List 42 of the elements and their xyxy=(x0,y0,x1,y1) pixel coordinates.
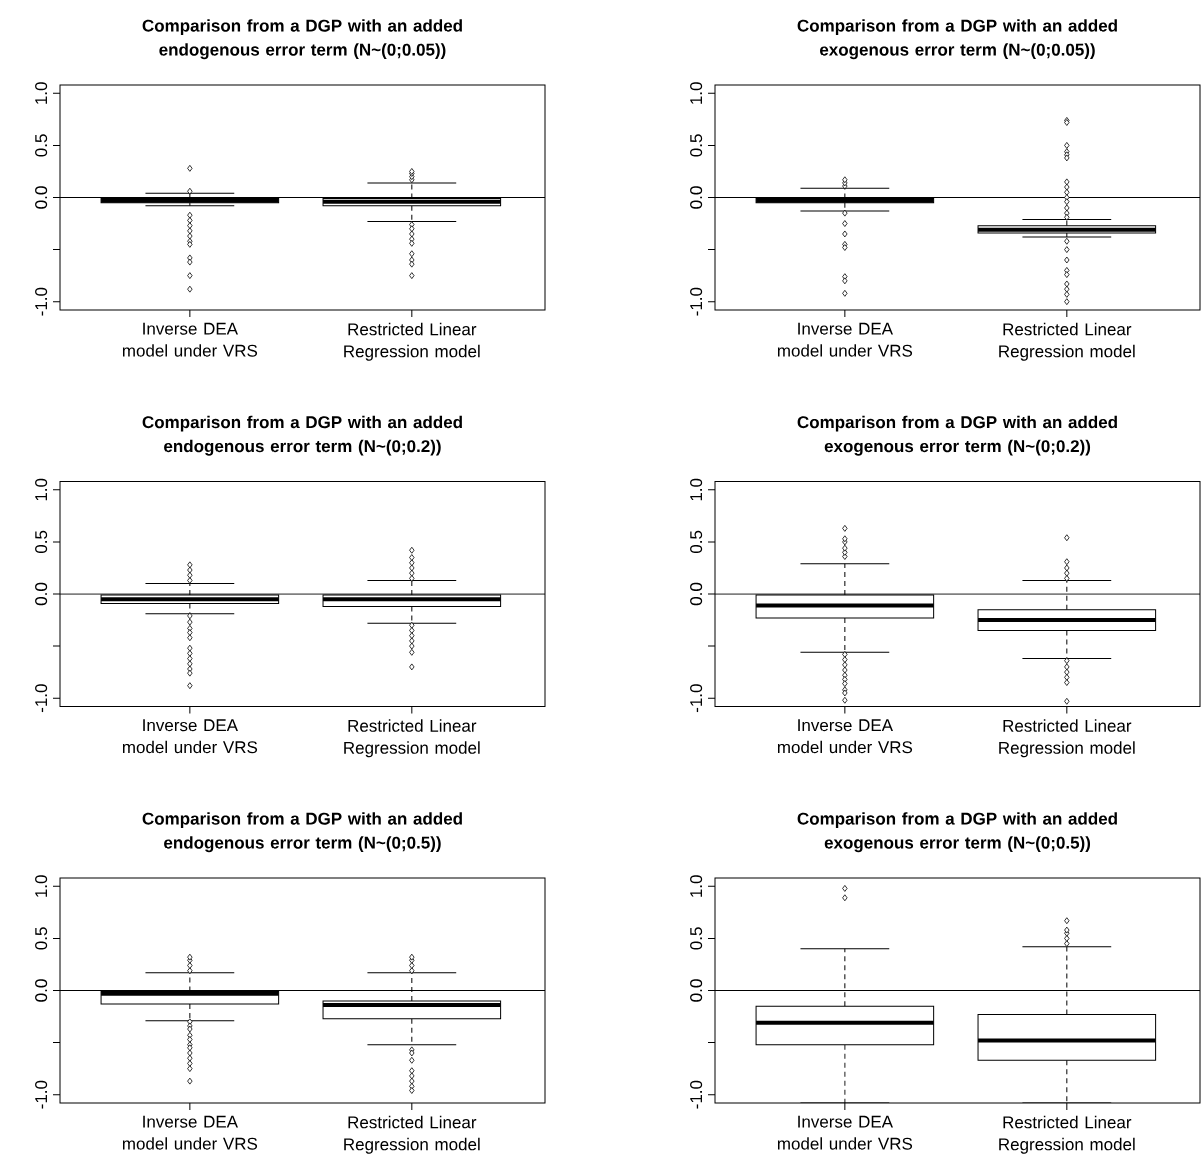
y-tick-label: 1.0 xyxy=(35,82,48,104)
x-tick-label: Restricted Linear Regression model xyxy=(344,322,480,361)
chart-title: Comparison from a DGP with an added endogenous error term (N~(0;0.2)) xyxy=(142,415,462,456)
y-tick-label: 0.5 xyxy=(690,927,703,950)
y-tick-label: 1.0 xyxy=(35,875,48,897)
x-tick-label: Inverse DEA model under VRS xyxy=(122,719,258,754)
x-tick-label: Inverse DEA model under VRS xyxy=(777,322,913,357)
y-tick-label: 0.0 xyxy=(35,979,48,1002)
y-tick-label: -1.0 xyxy=(35,287,48,316)
y-tick-label: 0.5 xyxy=(690,530,703,554)
chart-title: Comparison from a DGP with an added exogenous error term (N~(0;0.2)) xyxy=(797,415,1117,456)
y-tick-label: 0.5 xyxy=(35,134,48,157)
x-tick-label: Inverse DEA model under VRS xyxy=(122,322,258,357)
x-tick-label: Inverse DEA model under VRS xyxy=(777,719,913,754)
y-tick-label: 0.0 xyxy=(35,186,48,209)
chart-title: Comparison from a DGP with an added exogenous error term (N~(0;0.5)) xyxy=(797,812,1117,853)
x-tick-label: Restricted Linear Regression model xyxy=(999,1115,1135,1154)
y-tick-label: -1.0 xyxy=(35,684,48,713)
x-tick-label: Restricted Linear Regression model xyxy=(344,1115,480,1154)
y-tick-label: 0.5 xyxy=(690,134,703,157)
y-tick-label: 1.0 xyxy=(690,875,703,897)
y-tick-label: -1.0 xyxy=(35,1080,48,1109)
y-tick-label: 0.5 xyxy=(35,927,48,950)
chart-title: Comparison from a DGP with an added endogenous error term (N~(0;0.05)) xyxy=(142,19,462,60)
y-tick-label: 1.0 xyxy=(35,478,48,501)
x-tick-label: Restricted Linear Regression model xyxy=(999,322,1135,361)
y-tick-label: -1.0 xyxy=(690,287,703,316)
y-tick-label: 1.0 xyxy=(690,478,703,501)
y-tick-label: 0.5 xyxy=(35,530,48,554)
y-tick-label: 1.0 xyxy=(690,82,703,104)
x-tick-label: Inverse DEA model under VRS xyxy=(777,1115,913,1150)
x-tick-label: Restricted Linear Regression model xyxy=(344,719,480,758)
chart-title: Comparison from a DGP with an added exogenous error term (N~(0;0.05)) xyxy=(797,19,1117,60)
y-tick-label: 0.0 xyxy=(690,979,703,1002)
chart-title: Comparison from a DGP with an added endogenous error term (N~(0;0.5)) xyxy=(142,812,462,853)
y-tick-label: 0.0 xyxy=(690,582,703,606)
y-tick-label: -1.0 xyxy=(690,1080,703,1109)
x-tick-label: Inverse DEA model under VRS xyxy=(122,1115,258,1150)
y-tick-label: 0.0 xyxy=(35,582,48,606)
y-tick-label: 0.0 xyxy=(690,186,703,209)
x-tick-label: Restricted Linear Regression model xyxy=(999,719,1135,758)
y-tick-label: -1.0 xyxy=(690,684,703,713)
